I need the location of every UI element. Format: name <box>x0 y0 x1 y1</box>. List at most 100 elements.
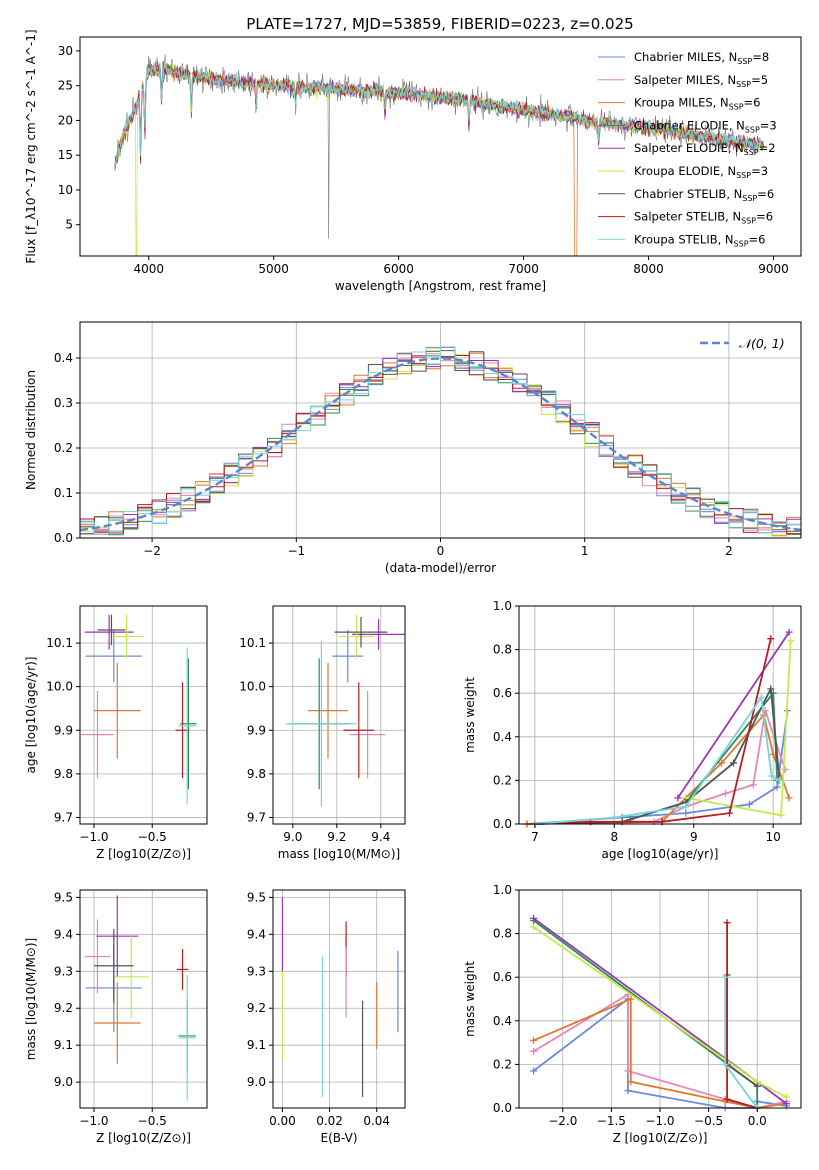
spectrum-ytick-label: 10 <box>58 183 73 197</box>
age_vs_mass-ytick-label: 9.8 <box>247 767 266 781</box>
residuals-ytick-label: 0.3 <box>54 396 73 410</box>
legend-label: Salpeter ELODIE, NSSP=2 <box>634 141 776 157</box>
weight_vs_age-xtick-label: 9 <box>690 830 698 844</box>
legend-nssp-value: =3 <box>751 164 768 178</box>
spectrum-xtick-label: 8000 <box>633 262 664 276</box>
legend-nssp-value: =3 <box>760 118 777 132</box>
weight_vs_Z-point-marker <box>530 914 538 922</box>
age_vs_Z-xtick-label: −0.5 <box>138 830 167 844</box>
mass_vs_Z-ytick-label: 9.4 <box>54 927 73 941</box>
legend-label: Salpeter STELIB, NSSP=6 <box>634 210 773 226</box>
weight_vs_age-point-marker <box>749 781 757 789</box>
legend-nssp-prefix: , N <box>721 50 737 64</box>
mass_vs_ebv-xtick-label: 0.04 <box>363 1114 390 1128</box>
spectrum-ylabel: Flux [f_λ10^-17 erg cm^-2 s^-1 A^-1] <box>24 29 38 263</box>
weight_vs_Z-xtick-label: 0.0 <box>748 1114 767 1128</box>
age_vs_Z-ylabel: age [log10(age/yr)] <box>24 657 38 774</box>
weight_vs_Z-point-marker <box>723 919 731 927</box>
weight_vs_age-xtick-label: 10 <box>766 830 781 844</box>
legend-label: Chabrier ELODIE, NSSP=3 <box>634 118 777 134</box>
weight_vs_age-ytick-label: 0.2 <box>493 773 512 787</box>
age_vs_mass-ytick-label: 10.1 <box>239 636 266 650</box>
legend-nssp-prefix: , N <box>726 187 742 201</box>
legend-label: Kroupa ELODIE, NSSP=3 <box>634 164 768 180</box>
weight_vs_Z-series-line <box>726 922 758 1109</box>
weight_vs_Z-ytick-label: 0.4 <box>493 1014 512 1028</box>
residuals-ytick-label: 0.2 <box>54 441 73 455</box>
frames-layer <box>76 36 802 1112</box>
weight_vs_Z-series-line <box>724 977 758 1109</box>
age_vs_mass-frame <box>272 605 406 825</box>
weight_vs_Z-point-marker <box>627 1078 635 1086</box>
residuals-xtick-label: 2 <box>725 544 733 558</box>
residuals-legend-label: 𝒩(0, 1) <box>739 336 785 351</box>
weight_vs_age-point-marker <box>785 794 793 802</box>
residuals-ytick-label: 0.1 <box>54 486 73 500</box>
mass_vs_Z-ytick-label: 9.2 <box>54 1001 73 1015</box>
age_vs_mass-ytick-label: 10.0 <box>239 680 266 694</box>
weight_vs_Z-point-marker <box>721 973 729 981</box>
legend-nssp-prefix: , N <box>713 96 729 110</box>
weight_vs_Z-ytick-label: 0.2 <box>493 1057 512 1071</box>
spectrum-xtick-label: 6000 <box>383 262 414 276</box>
age_vs_Z-ytick-label: 9.9 <box>54 723 73 737</box>
age_vs_Z-frame <box>79 605 208 825</box>
mass_vs_Z-xtick-label: −1.0 <box>79 1114 108 1128</box>
legend-label: Salpeter MILES, NSSP=5 <box>634 73 768 89</box>
legend-nssp-sub: SSP <box>737 57 752 66</box>
spectrum-xtick-label: 9000 <box>758 262 789 276</box>
weight_vs_age-point-marker <box>745 800 753 808</box>
legend-series-name: Chabrier MILES <box>634 50 721 64</box>
legend-series-name: Kroupa ELODIE <box>634 164 720 178</box>
legend-nssp-prefix: , N <box>720 73 736 87</box>
mass_vs_ebv-ytick-label: 9.3 <box>247 964 266 978</box>
weight_vs_age-point-marker <box>785 628 793 636</box>
weight_vs_Z-frame <box>518 889 802 1109</box>
legend-nssp-prefix: , N <box>725 210 741 224</box>
weight_vs_age-ytick-label: 0.4 <box>493 730 512 744</box>
weight_vs_age-point-marker <box>773 783 781 791</box>
legend-nssp-sub: SSP <box>744 148 759 157</box>
weight_vs_age-point-marker <box>767 685 775 693</box>
mass_vs_Z-ytick-label: 9.0 <box>54 1075 73 1089</box>
mass_vs_Z-ytick-label: 9.1 <box>54 1038 73 1052</box>
weight_vs_Z-series-line <box>726 975 758 1087</box>
weight_vs_Z-xlabel: Z [log10(Z/Z⊙)] <box>613 1131 708 1145</box>
spectrum-xtick-label: 7000 <box>508 262 539 276</box>
weight_vs_age-point-marker <box>610 813 618 821</box>
weight_vs_age-ytick-label: 0.0 <box>493 817 512 831</box>
weight_vs_Z-point-marker <box>530 1067 538 1075</box>
weight_vs_age-series-line <box>534 638 772 825</box>
legend-nssp-value: =5 <box>751 73 768 87</box>
mass_vs_Z-ylabel: mass [log10(M/M⊙)] <box>24 938 38 1060</box>
weight_vs_age-ytick-label: 0.6 <box>493 686 512 700</box>
residuals-ytick-label: 0.0 <box>54 531 73 545</box>
legend-nssp-sub: SSP <box>729 103 744 112</box>
weight_vs_age-point-marker <box>777 811 785 819</box>
age_vs_Z-ytick-label: 10.0 <box>46 680 73 694</box>
age_vs_mass-xtick-label: 9.4 <box>371 830 390 844</box>
data-layer <box>79 54 802 1112</box>
legend-nssp-prefix: , N <box>728 141 744 155</box>
legend-label: Chabrier MILES, NSSP=8 <box>634 50 769 66</box>
weight_vs_age-point-marker <box>722 789 730 797</box>
weight_vs_age-point-marker <box>757 694 765 702</box>
legend-nssp-sub: SSP <box>734 239 749 248</box>
weight_vs_age-point-marker <box>674 794 682 802</box>
age_vs_mass-xtick-label: 9.0 <box>283 830 302 844</box>
mass_vs_ebv-xtick-label: 0.00 <box>269 1114 296 1128</box>
legend-nssp-value: =6 <box>757 187 774 201</box>
weight_vs_age-series-line <box>677 631 790 799</box>
age_vs_Z-ytick-label: 9.7 <box>54 810 73 824</box>
weight_vs_Z-point-marker <box>530 1036 538 1044</box>
mass_vs_ebv-ytick-label: 9.5 <box>247 890 266 904</box>
residuals-ytick-label: 0.4 <box>54 351 73 365</box>
weight_vs_age-point-marker <box>682 809 690 817</box>
legend-nssp-prefix: , N <box>720 164 736 178</box>
legend-series-name: Salpeter STELIB <box>634 210 725 224</box>
figure-title: PLATE=1727, MJD=53859, FIBERID=0223, z=0… <box>246 15 633 33</box>
mass_vs_Z-ytick-label: 9.3 <box>54 964 73 978</box>
residuals-hist-step <box>80 347 801 535</box>
residuals-xlabel: (data-model)/error <box>385 561 496 575</box>
